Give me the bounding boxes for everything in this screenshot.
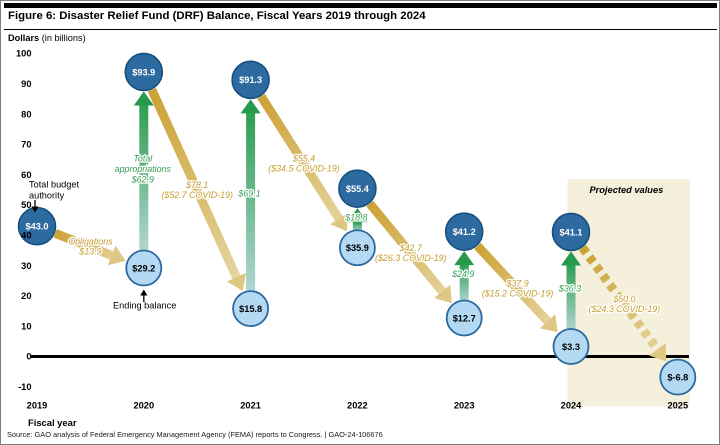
- ending-balance-node-2025: [659, 358, 697, 396]
- obligation-label-2024: ($24.3 COVID-19): [589, 304, 661, 314]
- obligation-label-2019: Obligations: [68, 237, 113, 247]
- ending-balance-node-2020: [125, 249, 163, 287]
- y-tick-80: 80: [21, 109, 31, 119]
- figure-top-bar: [4, 3, 717, 8]
- budget-authority-value-2021: $91.3: [239, 75, 262, 85]
- obligation-arrow-head-2020: [226, 272, 246, 291]
- obligation-label-2020: ($52.7 COVID-19): [161, 190, 233, 200]
- y-axis-title: Dollars (in billions): [8, 33, 86, 43]
- budget-authority-value-2019: $43.0: [26, 222, 49, 232]
- appropriation-arrow-head-2023: [454, 251, 475, 266]
- appropriation-label-2020: Total: [133, 154, 153, 164]
- obligation-arrow-shaft-2024: [578, 245, 661, 352]
- obligation-arrow-shaft-2021: [257, 93, 343, 222]
- budget-authority-value-2024: $41.1: [560, 227, 583, 237]
- appropriation-label-2024: $36.3: [558, 283, 581, 293]
- obligation-arrow-head-2024: [648, 343, 667, 362]
- y-tick-40: 40: [21, 231, 31, 241]
- ending-balance-node-2022: [338, 229, 376, 267]
- appropriation-arrow-head-2021: [240, 99, 261, 114]
- y-tick-50: 50: [21, 200, 31, 210]
- y-axis-title-bold: Dollars: [8, 33, 40, 43]
- budget-authority-value-2020: $93.9: [132, 67, 155, 77]
- ending-balance-value-2020: $29.2: [132, 263, 155, 273]
- obligation-label-2019: $13.9: [78, 247, 101, 257]
- x-axis-title: Fiscal year: [28, 417, 77, 428]
- obligation-arrow-head-2023: [539, 314, 558, 333]
- ending-balance-label: Ending balance: [113, 301, 176, 311]
- obligation-arrow-shaft-2019: [53, 229, 114, 260]
- appropriation-arrow-head-2020: [133, 91, 154, 106]
- obligation-arrow-head-2022: [434, 284, 452, 303]
- title-divider: [4, 28, 717, 30]
- year-label-2020: 2020: [133, 401, 154, 411]
- budget-authority-node-2024: [551, 212, 591, 252]
- total-budget-authority-label: Total budget: [29, 180, 80, 190]
- budget-authority-value-2023: $41.2: [453, 227, 476, 237]
- obligation-arrow-shaft-2020: [147, 87, 241, 280]
- ending-balance-pointer-head: [140, 289, 148, 296]
- budget-authority-node-2022: [338, 169, 377, 208]
- projected-values-label: Projected values: [589, 185, 663, 195]
- ending-balance-value-2021: $15.8: [239, 304, 262, 314]
- ending-balance-node-2023: [445, 299, 483, 337]
- obligation-label-2021: ($34.5 COVID-19): [268, 163, 340, 173]
- appropriation-label-2020: appropriations: [115, 164, 172, 174]
- budget-authority-node-2021: [231, 60, 270, 100]
- budget-authority-value-2022: $55.4: [346, 184, 370, 194]
- obligation-label-2020: $78.1: [185, 180, 208, 190]
- obligation-arrow-shaft-2023: [474, 242, 551, 325]
- y-tick-30: 30: [21, 261, 31, 271]
- obligation-label-2022: ($26.3 COVID-19): [375, 253, 447, 263]
- ending-balance-value-2025: $-6.8: [667, 372, 688, 382]
- y-tick--10: -10: [18, 382, 31, 392]
- total-budget-authority-pointer-head: [31, 206, 39, 213]
- obligation-arrow-head-2019: [107, 245, 126, 266]
- y-tick-70: 70: [21, 140, 31, 150]
- year-label-2025: 2025: [667, 401, 688, 411]
- budget-authority-node-2020: [124, 52, 164, 92]
- y-tick-100: 100: [16, 49, 32, 59]
- appropriation-label-2021: $69.1: [237, 188, 260, 198]
- y-tick-10: 10: [21, 321, 31, 331]
- year-label-2019: 2019: [27, 401, 48, 411]
- obligation-label-2022: $42.7: [399, 243, 423, 253]
- year-label-2023: 2023: [454, 401, 475, 411]
- year-label-2022: 2022: [347, 401, 368, 411]
- obligation-label-2021: $55.4: [292, 153, 315, 163]
- obligation-label-2023: ($15.2 COVID-19): [482, 289, 554, 299]
- source-note: Source: GAO analysis of Federal Emergenc…: [7, 430, 383, 439]
- y-axis-title-note: (in billions): [41, 33, 86, 43]
- year-label-2024: 2024: [561, 401, 583, 411]
- obligation-label-2023: $37.9: [505, 279, 528, 289]
- appropriation-label-2022: $18.8: [344, 212, 367, 222]
- obligation-arrow-shaft-2022: [366, 200, 446, 295]
- y-tick-60: 60: [21, 170, 31, 180]
- figure-title: Figure 6: Disaster Relief Fund (DRF) Bal…: [8, 10, 426, 22]
- obligation-label-2024: $50.0: [612, 294, 635, 304]
- appropriation-arrow-head-2024: [561, 251, 581, 266]
- appropriation-arrow-head-2022: [347, 208, 368, 223]
- y-tick-20: 20: [21, 291, 31, 301]
- budget-authority-node-2023: [444, 212, 484, 251]
- y-tick-0: 0: [26, 352, 31, 362]
- ending-balance-node-2021: [232, 290, 270, 328]
- obligation-arrow-head-2021: [330, 212, 348, 232]
- appropriation-label-2020: $62.9: [131, 175, 154, 185]
- total-budget-authority-label: authority: [29, 191, 65, 201]
- appropriation-label-2023: $24.9: [451, 269, 474, 279]
- ending-balance-value-2022: $35.9: [346, 243, 369, 253]
- y-tick-90: 90: [21, 79, 31, 89]
- ending-balance-value-2023: $12.7: [453, 313, 476, 323]
- ending-balance-value-2024: $3.3: [562, 342, 580, 352]
- year-label-2021: 2021: [240, 401, 261, 411]
- ending-balance-node-2024: [552, 328, 590, 365]
